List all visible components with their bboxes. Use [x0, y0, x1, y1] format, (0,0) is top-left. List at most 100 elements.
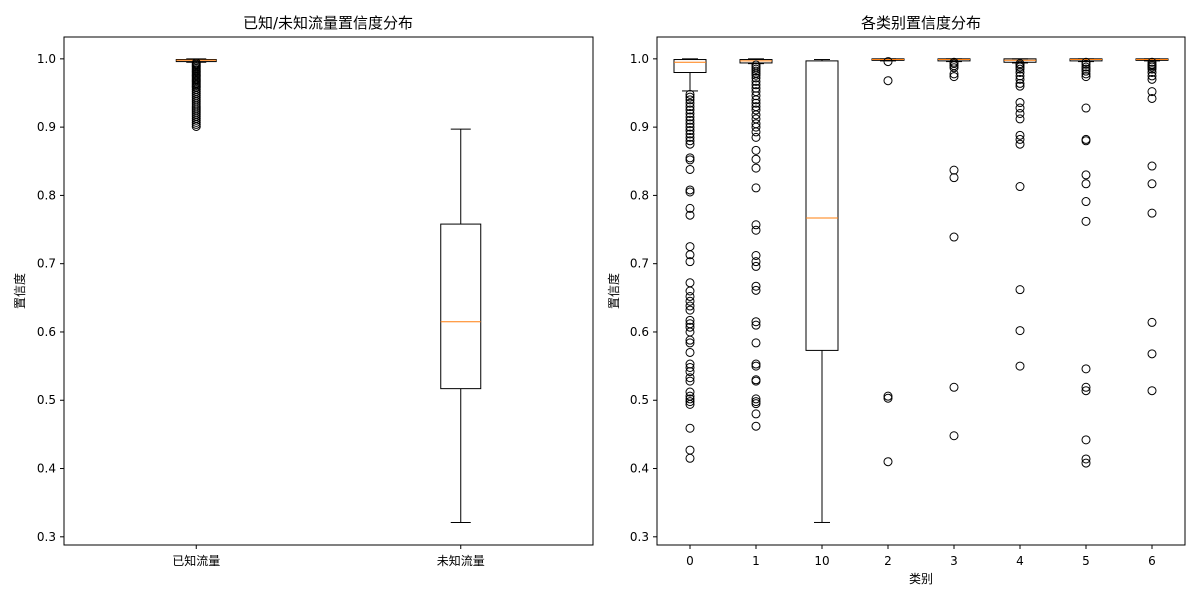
- outlier-point: [685, 445, 695, 455]
- y-tick-label: 0.7: [630, 257, 649, 271]
- outlier-point: [1015, 64, 1025, 74]
- outlier-point: [1081, 458, 1091, 468]
- y-tick-label: 0.4: [630, 462, 649, 476]
- outlier-point: [751, 145, 761, 155]
- outlier-point: [685, 187, 695, 197]
- outlier-point: [1015, 78, 1025, 88]
- y-tick-label: 0.6: [37, 325, 56, 339]
- outlier-point: [1081, 382, 1091, 392]
- outlier-point: [949, 382, 959, 392]
- y-tick-label: 0.5: [630, 393, 649, 407]
- outlier-point: [685, 367, 695, 377]
- outlier-point: [949, 69, 959, 79]
- outlier-point: [751, 285, 761, 295]
- outlier-point: [685, 423, 695, 433]
- outlier-point: [883, 457, 893, 467]
- outlier-point: [949, 232, 959, 242]
- outlier-point: [1015, 130, 1025, 140]
- outlier-point: [685, 185, 695, 195]
- outlier-point: [751, 73, 761, 83]
- outlier-point: [1147, 179, 1157, 189]
- outlier-point: [685, 301, 695, 311]
- outlier-point: [1081, 66, 1091, 76]
- y-tick-label: 0.5: [37, 393, 56, 407]
- outlier-point: [751, 105, 761, 115]
- y-axis-label: 置信度: [12, 273, 27, 309]
- outlier-point: [1147, 93, 1157, 103]
- outlier-point: [1147, 386, 1157, 396]
- x-tick-label: 未知流量: [437, 554, 485, 568]
- outlier-point: [685, 257, 695, 267]
- outlier-point: [1081, 103, 1091, 113]
- outlier-point: [1015, 68, 1025, 78]
- outlier-point: [1015, 361, 1025, 371]
- outlier-point: [685, 136, 695, 146]
- outlier-point: [685, 105, 695, 115]
- x-tick-label: 6: [1148, 554, 1156, 568]
- outlier-point: [685, 126, 695, 136]
- outlier-point: [685, 210, 695, 220]
- outlier-point: [685, 164, 695, 174]
- outlier-point: [1015, 326, 1025, 336]
- outlier-point: [685, 338, 695, 348]
- outlier-point: [883, 391, 893, 401]
- outlier-point: [685, 98, 695, 108]
- outlier-point: [1147, 208, 1157, 218]
- outlier-point: [751, 338, 761, 348]
- y-tick-label: 0.7: [37, 257, 56, 271]
- outlier-point: [751, 76, 761, 86]
- outlier-point: [685, 155, 695, 165]
- outlier-point: [1081, 454, 1091, 464]
- outlier-point: [751, 132, 761, 142]
- y-tick-label: 0.8: [37, 188, 56, 202]
- outlier-point: [685, 132, 695, 142]
- outlier-point: [1081, 59, 1091, 69]
- outlier-point: [1147, 87, 1157, 97]
- outlier-point: [1147, 349, 1157, 359]
- x-axis-label: 类别: [909, 572, 933, 586]
- outlier-point: [685, 153, 695, 163]
- outlier-point: [1015, 114, 1025, 124]
- outlier-point: [1081, 364, 1091, 374]
- outlier-point: [751, 409, 761, 419]
- outlier-point: [685, 322, 695, 332]
- outlier-point: [751, 399, 761, 409]
- y-axis-label: 置信度: [606, 273, 621, 309]
- box: [440, 223, 482, 390]
- outlier-point: [1147, 64, 1157, 74]
- chart-title: 已知/未知流量置信度分布: [243, 14, 413, 32]
- outlier-point: [1015, 103, 1025, 113]
- outlier-point: [751, 127, 761, 137]
- outlier-point: [1081, 435, 1091, 445]
- y-tick-label: 0.3: [37, 530, 56, 544]
- outlier-point: [685, 122, 695, 132]
- outlier-point: [751, 163, 761, 173]
- outlier-point: [949, 173, 959, 183]
- outlier-point: [685, 394, 695, 404]
- outlier-point: [685, 453, 695, 463]
- outlier-point: [1081, 216, 1091, 226]
- outlier-point: [751, 220, 761, 230]
- outlier-point: [1081, 136, 1091, 146]
- outlier-point: [751, 317, 761, 327]
- outlier-point: [685, 373, 695, 383]
- outlier-point: [883, 57, 893, 67]
- y-tick-label: 0.9: [37, 120, 56, 134]
- outlier-point: [751, 122, 761, 132]
- outlier-point: [1147, 317, 1157, 327]
- chart-title: 各类别置信度分布: [861, 14, 981, 32]
- y-tick-label: 0.9: [630, 120, 649, 134]
- outlier-point: [685, 108, 695, 118]
- outlier-point: [1081, 386, 1091, 396]
- outlier-point: [685, 347, 695, 357]
- outlier-point: [685, 250, 695, 260]
- outlier-point: [751, 394, 761, 404]
- outlier-point: [1147, 161, 1157, 171]
- box: [673, 59, 707, 74]
- outlier-point: [191, 121, 201, 131]
- outlier-point: [1147, 74, 1157, 84]
- outlier-point: [751, 361, 761, 371]
- outlier-point: [685, 305, 695, 315]
- outlier-point: [751, 320, 761, 330]
- outlier-point: [751, 110, 761, 120]
